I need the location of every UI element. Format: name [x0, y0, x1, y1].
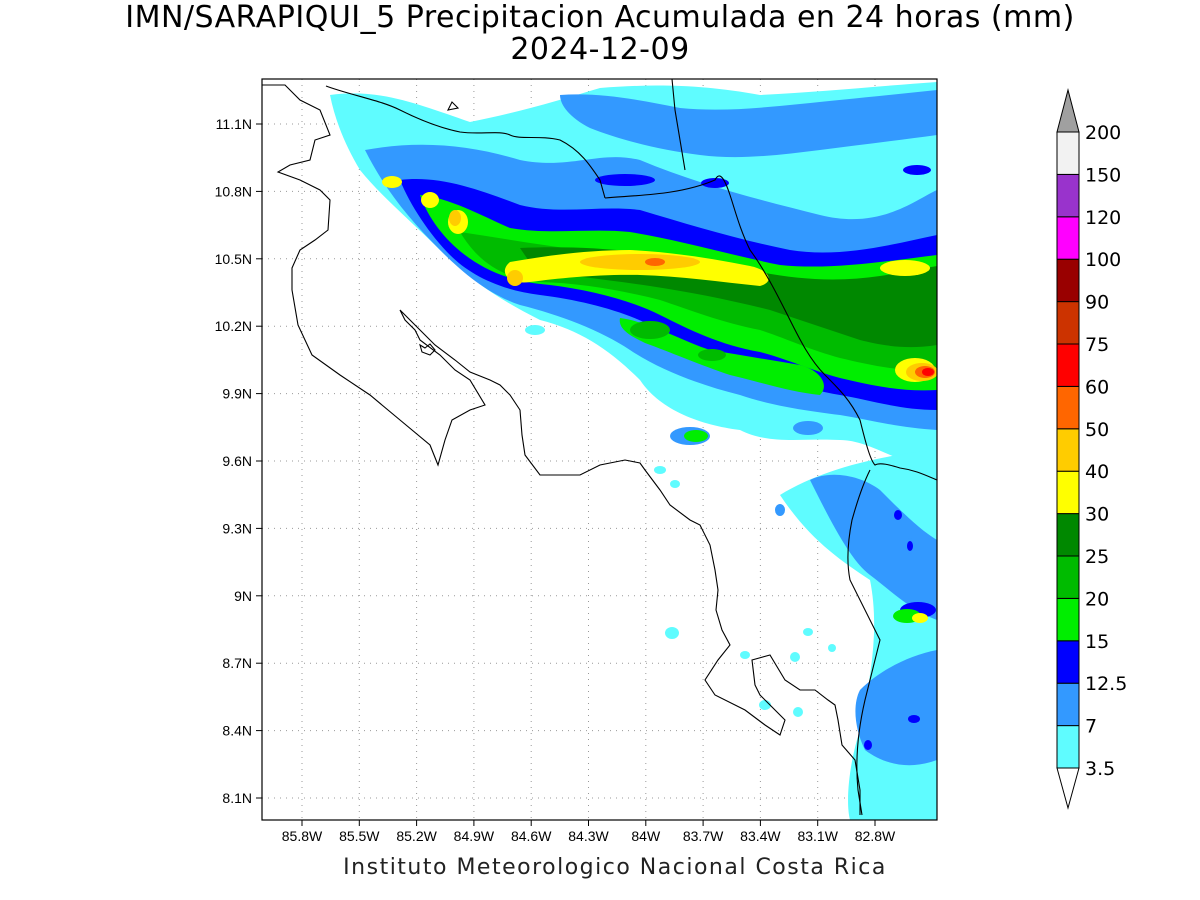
colorbar-segment	[1056, 428, 1080, 472]
colorbar-segment	[1056, 470, 1080, 515]
colorbar-low-triangle	[1056, 767, 1080, 810]
lat-tick-label: 8.7N	[222, 655, 252, 671]
colorbar-segment	[1056, 682, 1080, 727]
chart-title: IMN/SARAPIQUI_5 Precipitacion Acumulada …	[0, 2, 1200, 66]
colorbar-segment	[1056, 131, 1080, 175]
lat-tick-label: 9N	[234, 588, 252, 604]
colorbar-segment	[1056, 597, 1080, 642]
colorbar-segment	[1056, 640, 1080, 684]
coastline	[262, 79, 937, 816]
colorbar-label: 100	[1085, 249, 1121, 271]
colorbar-label: 30	[1085, 504, 1109, 526]
lat-tick-label: 9.3N	[222, 520, 252, 536]
lon-tick-label: 82.8W	[855, 828, 896, 844]
colorbar-label: 20	[1085, 588, 1109, 610]
latitude-axis: 11.1N 10.8N 10.5N 10.2N 9.9N 9.6N 9.3N 9N 8.7N 8.…	[215, 116, 262, 806]
colorbar-label: 75	[1085, 334, 1109, 356]
lon-tick-label: 84W	[631, 828, 661, 844]
colorbar: 3.5 7 12.5 15 20 25 30 40 50 60 75 90 100 120 150 200	[1056, 88, 1127, 810]
colorbar-label: 120	[1085, 207, 1121, 229]
colorbar-label: 150	[1085, 164, 1121, 186]
lon-tick-label: 84.6W	[511, 828, 552, 844]
colorbar-segment	[1056, 385, 1080, 430]
colorbar-label: 40	[1085, 461, 1109, 483]
colorbar-segment	[1056, 555, 1080, 599]
colorbar-label: 200	[1085, 122, 1121, 144]
colorbar-segment	[1056, 173, 1080, 218]
lat-tick-label: 10.8N	[215, 183, 252, 199]
lon-tick-label: 84.9W	[454, 828, 495, 844]
colorbar-label: 7	[1085, 716, 1097, 738]
colorbar-label: 90	[1085, 292, 1109, 314]
colorbar-segment	[1056, 725, 1080, 769]
lat-tick-label: 8.4N	[222, 723, 252, 739]
lon-tick-label: 83.1W	[797, 828, 838, 844]
longitude-axis: 85.8W 85.5W 85.2W 84.9W 84.6W 84.3W 84W 83.7W 83…	[282, 820, 896, 844]
colorbar-label: 3.5	[1085, 758, 1115, 780]
lon-tick-label: 83.7W	[683, 828, 724, 844]
lat-tick-label: 11.1N	[216, 116, 252, 132]
colorbar-label: 50	[1085, 419, 1109, 441]
lat-tick-label: 9.9N	[222, 386, 252, 402]
colorbar-segment	[1056, 258, 1080, 303]
colorbar-segment	[1056, 513, 1080, 557]
lon-tick-label: 85.2W	[396, 828, 437, 844]
title-line: IMN/SARAPIQUI_5 Precipitacion Acumulada …	[125, 0, 1075, 35]
date-line: 2024-12-09	[510, 32, 690, 67]
plot-frame	[261, 78, 938, 821]
colorbar-label: 60	[1085, 376, 1109, 398]
lat-tick-label: 8.1N	[222, 790, 252, 806]
colorbar-segment	[1056, 343, 1080, 387]
colorbar-label: 25	[1085, 546, 1109, 568]
lon-tick-label: 85.8W	[282, 828, 323, 844]
band-60	[922, 368, 934, 376]
lat-tick-label: 10.5N	[215, 251, 252, 267]
lat-tick-label: 10.2N	[215, 318, 252, 334]
colorbar-label: 15	[1085, 631, 1109, 653]
lon-tick-label: 85.5W	[339, 828, 380, 844]
precipitation-field	[330, 82, 937, 820]
colorbar-segment	[1056, 216, 1080, 260]
credit-line: Instituto Meteorologico Nacional Costa R…	[343, 855, 887, 880]
colorbar-label: 12.5	[1085, 673, 1127, 695]
colorbar-segment	[1056, 301, 1080, 345]
lon-tick-label: 83.4W	[740, 828, 781, 844]
lon-tick-label: 84.3W	[568, 828, 609, 844]
lat-tick-label: 9.6N	[222, 453, 252, 469]
colorbar-high-triangle	[1056, 88, 1080, 133]
